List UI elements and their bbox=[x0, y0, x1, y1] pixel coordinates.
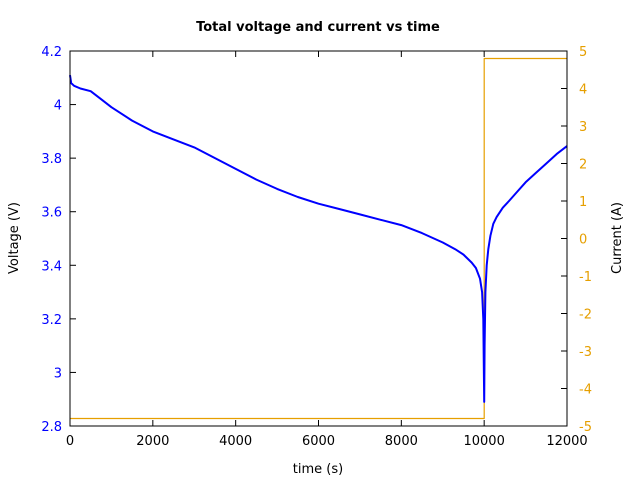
voltage-line bbox=[69, 74, 568, 403]
x-axis-label: time (s) bbox=[293, 462, 343, 477]
plot-frame bbox=[69, 50, 568, 427]
y2-tick-label: -1 bbox=[579, 270, 592, 285]
y2-tick-label: -4 bbox=[579, 383, 592, 398]
y2-tick-label: 2 bbox=[579, 158, 587, 173]
y-tick-label: 3.8 bbox=[41, 152, 62, 167]
y-tick-label: 3.4 bbox=[41, 259, 62, 274]
x-tick-label: 10000 bbox=[463, 434, 504, 449]
y-tick-label: 3 bbox=[54, 366, 62, 381]
current-line bbox=[70, 57, 567, 420]
plot-area bbox=[69, 57, 568, 420]
voltage-series bbox=[69, 74, 568, 403]
y-tick-label: 2.8 bbox=[41, 420, 62, 435]
x-tick-label: 4000 bbox=[219, 434, 252, 449]
y2-tick-label: 4 bbox=[579, 83, 587, 98]
y-tick-label: 4 bbox=[54, 99, 62, 114]
x-tick-label: 8000 bbox=[385, 434, 418, 449]
y2-tick-label: -5 bbox=[579, 420, 592, 435]
y2-tick-label: 1 bbox=[579, 195, 587, 210]
y-axis-label: Voltage (V) bbox=[7, 202, 22, 274]
x-tick-label: 6000 bbox=[302, 434, 335, 449]
x-tick-label: 0 bbox=[66, 434, 74, 449]
y2-tick-label: -2 bbox=[579, 308, 592, 323]
y2-axis-label: Current (A) bbox=[610, 202, 625, 274]
x-axis: 0 2000 4000 6000 8000 10000 12000 bbox=[66, 51, 588, 449]
y-tick-label: 3.6 bbox=[41, 206, 62, 221]
chart-title: Total voltage and current vs time bbox=[196, 20, 440, 35]
y-tick-label: 3.2 bbox=[41, 313, 62, 328]
y2-tick-label: 5 bbox=[579, 45, 587, 60]
current-series bbox=[70, 57, 567, 420]
y2-tick-label: -3 bbox=[579, 345, 592, 360]
y2-tick-label: 3 bbox=[579, 120, 587, 135]
x-tick-label: 12000 bbox=[546, 434, 587, 449]
y-axis-left: 2.8 3 3.2 3.4 3.6 3.8 4 4.2 bbox=[41, 45, 76, 435]
y-tick-label: 4.2 bbox=[41, 45, 62, 60]
y2-tick-label: 0 bbox=[579, 233, 587, 248]
y-axis-right: -5 -4 -3 -2 -1 0 1 2 3 4 5 bbox=[561, 45, 592, 435]
x-tick-label: 2000 bbox=[136, 434, 169, 449]
